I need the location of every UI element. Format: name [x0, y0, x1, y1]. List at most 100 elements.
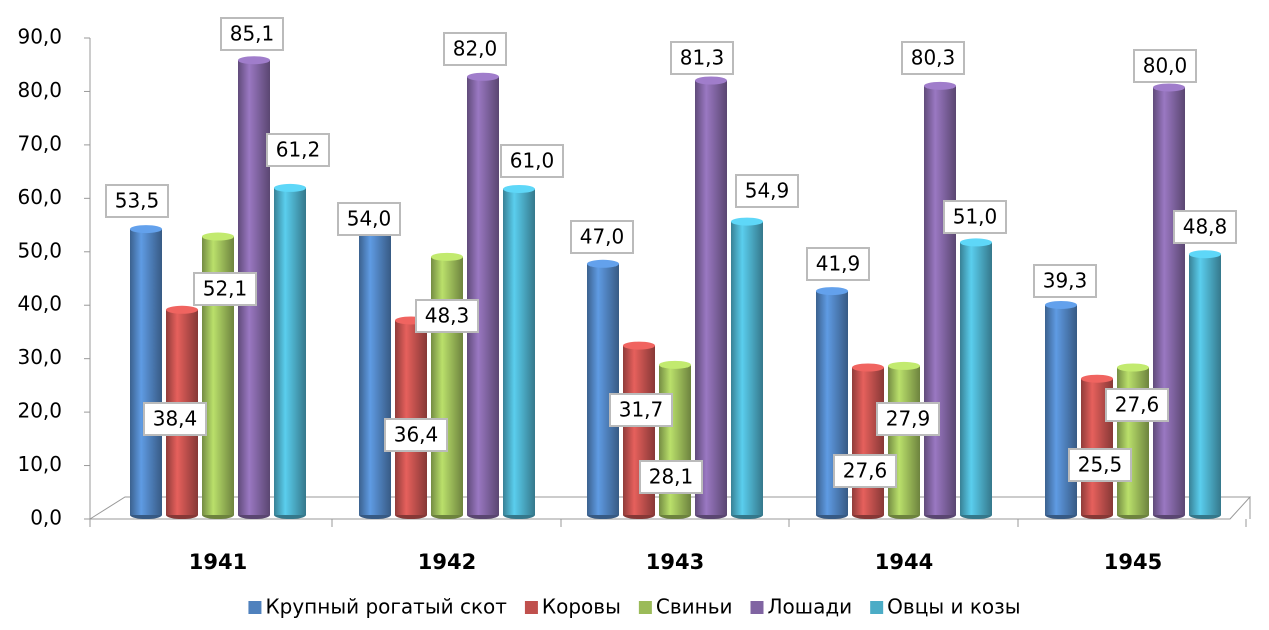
bar-top	[852, 363, 884, 372]
bar-top	[1117, 363, 1149, 372]
legend-label: Свиньи	[656, 595, 733, 619]
value-label-box	[1133, 49, 1197, 83]
bar-top	[888, 361, 920, 370]
value-label: 28,1	[649, 465, 694, 489]
bar	[852, 367, 884, 515]
value-label: 52,1	[203, 277, 248, 301]
bar-top	[238, 56, 270, 65]
value-label-box	[443, 32, 507, 66]
y-tick-label: 80,0	[17, 78, 62, 102]
bar-top	[924, 81, 956, 90]
legend-label: Лошади	[768, 595, 853, 619]
bar	[359, 226, 391, 515]
value-label: 51,0	[953, 205, 998, 229]
x-tick-label: 1945	[1104, 550, 1162, 574]
legend-swatch	[248, 601, 262, 614]
value-label-box	[1033, 264, 1097, 298]
bar-top	[695, 76, 727, 85]
value-label-box	[266, 133, 330, 167]
value-label: 27,9	[886, 407, 931, 431]
bar	[731, 221, 763, 515]
value-label-box	[1173, 210, 1237, 244]
value-label: 85,1	[230, 22, 275, 46]
y-tick-label: 0,0	[30, 506, 62, 530]
x-tick-label: 1941	[189, 550, 247, 574]
y-tick-label: 90,0	[17, 25, 62, 49]
value-label: 82,0	[453, 37, 498, 61]
bar	[467, 76, 499, 515]
value-label: 47,0	[580, 225, 625, 249]
bar-top	[960, 238, 992, 247]
legend-label: Овцы и козы	[887, 595, 1020, 619]
value-label: 54,0	[347, 207, 392, 231]
x-tick-label: 1942	[418, 550, 476, 574]
bar-top	[130, 225, 162, 234]
value-label-box	[943, 200, 1007, 234]
value-label: 80,0	[1143, 54, 1188, 78]
value-label-box	[901, 41, 965, 75]
value-label: 53,5	[115, 189, 160, 213]
value-label-box	[570, 220, 634, 254]
bar	[1045, 304, 1077, 515]
bar-top	[623, 341, 655, 350]
value-label: 54,9	[745, 179, 790, 203]
bar	[960, 242, 992, 515]
legend-label: Крупный рогатый скот	[265, 595, 507, 619]
legend-swatch	[870, 601, 884, 614]
bar	[888, 365, 920, 515]
bar-top	[431, 252, 463, 261]
bar	[587, 263, 619, 515]
y-tick-label: 20,0	[17, 399, 62, 423]
bar-top	[467, 72, 499, 81]
value-label: 31,7	[619, 398, 664, 422]
legend-label: Коровы	[542, 595, 621, 619]
y-tick-label: 30,0	[17, 345, 62, 369]
bar	[395, 320, 427, 515]
bar	[1153, 87, 1185, 515]
value-label: 61,0	[510, 149, 555, 173]
value-label: 81,3	[680, 46, 725, 70]
value-label: 27,6	[1115, 393, 1160, 417]
bar	[431, 256, 463, 515]
bar	[130, 229, 162, 516]
value-label-box	[806, 247, 870, 281]
value-label-box	[415, 299, 479, 333]
value-label-box	[1068, 448, 1132, 482]
value-label-box	[500, 144, 564, 178]
x-tick-label: 1943	[646, 550, 704, 574]
bar-top	[202, 232, 234, 241]
bar-top	[503, 184, 535, 193]
value-label-box	[609, 393, 673, 427]
y-tick-label: 60,0	[17, 185, 62, 209]
bar-top	[1189, 250, 1221, 259]
value-label-box	[833, 454, 897, 488]
value-label: 80,3	[911, 46, 956, 70]
value-label: 39,3	[1043, 269, 1088, 293]
bar-top	[1153, 83, 1185, 92]
value-label-box	[337, 202, 401, 236]
value-label: 38,4	[153, 407, 198, 431]
value-label-box	[220, 17, 284, 51]
value-label: 27,6	[843, 459, 888, 483]
bar-top	[1081, 374, 1113, 383]
bar-top	[587, 259, 619, 268]
value-label: 48,3	[425, 304, 470, 328]
value-label: 36,4	[394, 423, 439, 447]
legend-swatch	[638, 601, 652, 614]
bar	[695, 80, 727, 515]
bar	[1189, 254, 1221, 516]
legend-swatch	[524, 601, 538, 614]
y-tick-label: 10,0	[17, 452, 62, 476]
value-label: 48,8	[1183, 215, 1228, 239]
legend-swatch	[750, 601, 764, 614]
y-tick-label: 50,0	[17, 238, 62, 262]
value-label-box	[143, 402, 207, 436]
value-label-box	[384, 418, 448, 452]
legend: Крупный рогатый скот Коровы Свиньи Лошади Ов…	[248, 595, 1021, 619]
y-tick-label: 70,0	[17, 131, 62, 155]
value-label: 61,2	[276, 138, 321, 162]
x-tick-label: 1944	[875, 550, 933, 574]
value-label-box	[639, 460, 703, 494]
bar-top	[1045, 300, 1077, 309]
